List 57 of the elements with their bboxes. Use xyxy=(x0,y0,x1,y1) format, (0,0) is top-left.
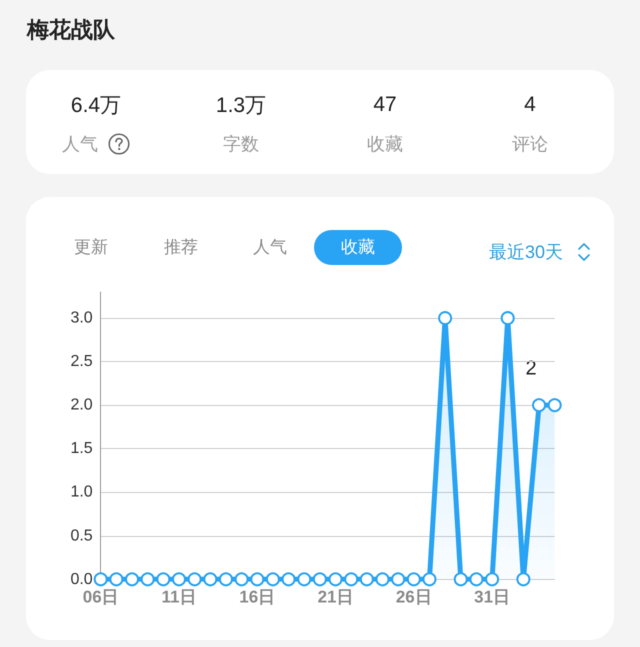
point xyxy=(156,572,170,586)
point xyxy=(344,572,358,586)
point xyxy=(360,572,374,586)
text: 4 xyxy=(524,93,536,117)
text: 字数 xyxy=(223,133,259,156)
point xyxy=(172,572,186,586)
point xyxy=(94,572,108,586)
text: 47 xyxy=(373,93,397,117)
point xyxy=(376,572,390,586)
point xyxy=(282,572,296,586)
point xyxy=(469,572,484,586)
point xyxy=(297,572,312,586)
text: 收藏 xyxy=(341,236,375,258)
point xyxy=(266,572,280,586)
point xyxy=(485,572,500,586)
point xyxy=(422,572,436,586)
text: 评论 xyxy=(512,133,548,156)
y-tick-label: 0.5 xyxy=(70,527,93,544)
point xyxy=(516,572,530,586)
y-tick-label: 2.5 xyxy=(70,353,93,370)
x-tick-label: 06日 xyxy=(82,587,119,606)
y-tick-label: 3.0 xyxy=(70,310,93,327)
point xyxy=(140,572,155,586)
text: 6.4万 xyxy=(70,93,122,119)
point xyxy=(454,572,468,586)
x-tick-label: 26日 xyxy=(396,587,432,606)
text: 人气 xyxy=(253,236,287,258)
text: 人气 xyxy=(62,133,98,156)
y-tick-label: 1.5 xyxy=(70,440,93,458)
point xyxy=(328,572,343,586)
point xyxy=(438,311,452,326)
point xyxy=(548,398,562,412)
point xyxy=(234,572,249,586)
x-tick-label: 21日 xyxy=(318,587,354,606)
point xyxy=(109,572,124,586)
point xyxy=(125,572,140,586)
y-tick-label: 0.0 xyxy=(70,570,93,588)
text: 最近30天 xyxy=(488,241,564,264)
point xyxy=(312,572,327,586)
chart-title: 梅花战队 xyxy=(27,16,115,44)
point xyxy=(532,398,546,412)
point xyxy=(203,572,218,586)
x-tick-label: 11日 xyxy=(161,587,196,606)
x-tick-label: 16日 xyxy=(239,587,276,606)
point xyxy=(391,572,406,586)
text: 1.3万 xyxy=(216,93,266,119)
point xyxy=(188,572,202,586)
point xyxy=(250,572,264,586)
point xyxy=(500,311,515,326)
point xyxy=(406,572,421,586)
text: 收藏 xyxy=(367,133,403,156)
x-tick-label: 31日 xyxy=(474,587,510,606)
point xyxy=(218,572,233,586)
y-tick-label: 2.0 xyxy=(70,396,93,414)
text: 推荐 xyxy=(164,236,198,258)
y-tick-label: 1.0 xyxy=(70,484,93,501)
text: 更新 xyxy=(74,236,108,258)
